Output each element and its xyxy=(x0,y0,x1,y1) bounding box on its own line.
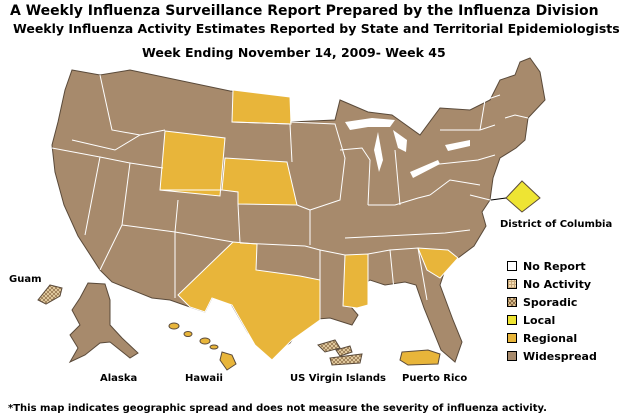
usvi-label: US Virgin Islands xyxy=(290,373,386,384)
legend-swatch xyxy=(507,351,517,361)
alaska-label: Alaska xyxy=(100,373,137,384)
legend-label: No Report xyxy=(523,259,586,273)
legend-item-widespread: Widespread xyxy=(507,347,597,365)
week-label: Week Ending November 14, 2009- Week 45 xyxy=(142,45,446,60)
texas-shape xyxy=(177,241,321,361)
dc-shape xyxy=(505,180,541,213)
puerto-rico-shape xyxy=(399,349,441,366)
legend-label: Local xyxy=(523,313,556,327)
legend-item-regional: Regional xyxy=(507,329,597,347)
legend-item-no-report: No Report xyxy=(507,257,597,275)
legend-label: Regional xyxy=(523,331,578,345)
wyoming-shape xyxy=(159,130,226,197)
legend-item-local: Local xyxy=(507,311,597,329)
legend-swatch xyxy=(507,315,517,325)
legend-swatch xyxy=(507,279,517,289)
hawaii-shape xyxy=(168,322,237,371)
map-legend: No Report No Activity Sporadic Local Reg… xyxy=(507,257,597,365)
legend-item-sporadic: Sporadic xyxy=(507,293,597,311)
guam-label: Guam xyxy=(9,274,42,285)
alaska-shape xyxy=(68,282,139,364)
regional-states xyxy=(159,89,459,361)
dc-pointer-line xyxy=(490,197,507,201)
report-title: A Weekly Influenza Surveillance Report P… xyxy=(10,3,599,19)
usvi-shape xyxy=(317,339,363,366)
south-carolina-shape xyxy=(417,247,459,279)
legend-label: Sporadic xyxy=(523,295,578,309)
legend-swatch xyxy=(507,297,517,307)
legend-label: No Activity xyxy=(523,277,592,291)
legend-swatch xyxy=(507,261,517,271)
guam-shape xyxy=(37,284,63,305)
hawaii-label: Hawaii xyxy=(185,373,223,384)
state-borders xyxy=(51,74,529,301)
footnote: *This map indicates geographic spread an… xyxy=(8,403,547,414)
report-subtitle: Weekly Influenza Activity Estimates Repo… xyxy=(13,21,620,36)
north-dakota-shape xyxy=(231,89,292,125)
dc-label: District of Columbia xyxy=(500,219,612,230)
mississippi-shape xyxy=(342,253,369,309)
legend-label: Widespread xyxy=(523,349,597,363)
legend-swatch xyxy=(507,333,517,343)
puerto-rico-label: Puerto Rico xyxy=(402,373,467,384)
great-lakes xyxy=(345,118,470,178)
legend-item-no-activity: No Activity xyxy=(507,275,597,293)
